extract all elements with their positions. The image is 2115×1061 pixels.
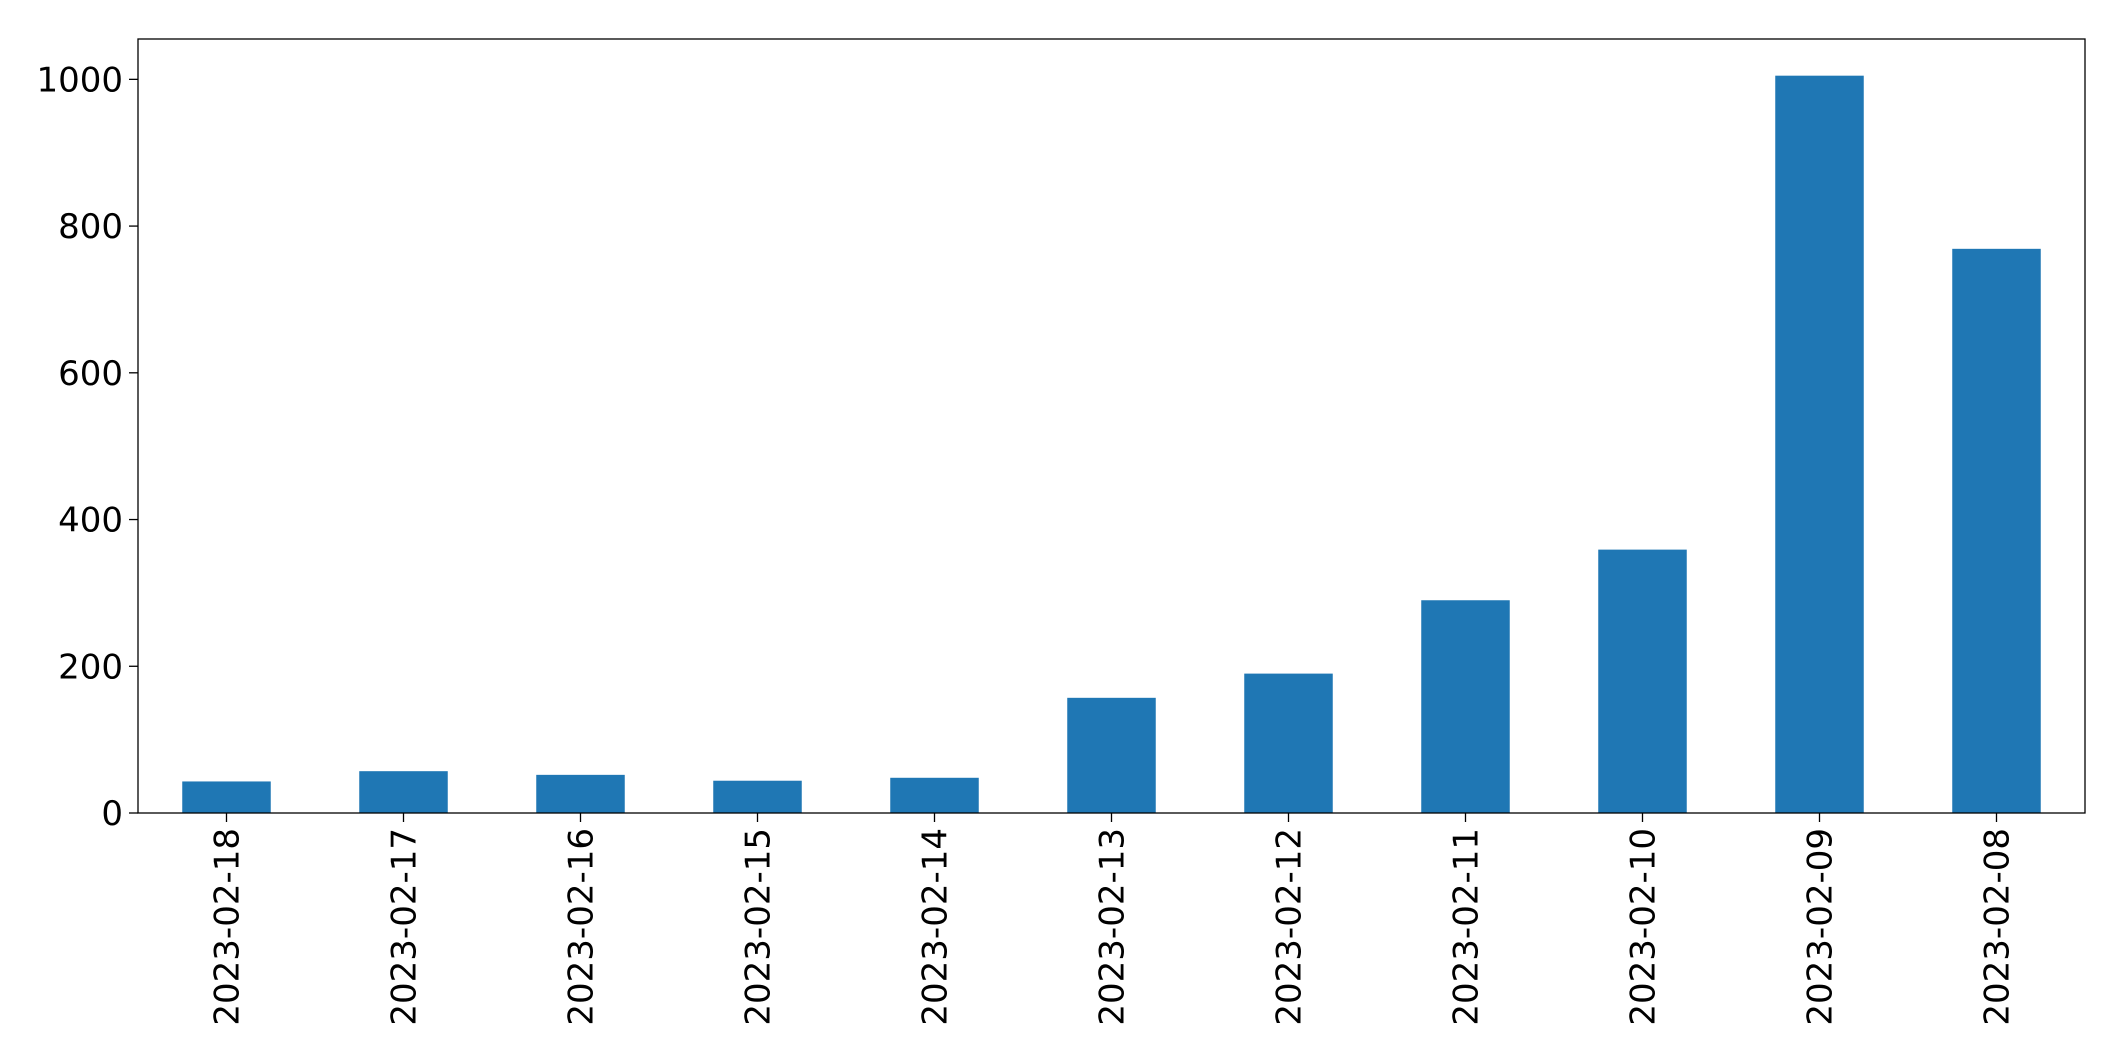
plot-frame [137, 38, 2086, 814]
bar [890, 777, 979, 813]
x-tick-label: 2023-02-11 [1447, 828, 1487, 1026]
bar [1421, 600, 1510, 813]
y-tick-label: 200 [58, 647, 123, 687]
x-tick-label: 2023-02-10 [1624, 828, 1664, 1026]
y-tick-label: 0 [101, 794, 123, 834]
x-tick-label: 2023-02-16 [562, 828, 602, 1026]
x-tick-label: 2023-02-09 [1801, 828, 1841, 1026]
x-tick-label: 2023-02-13 [1093, 828, 1133, 1026]
y-tick-label: 800 [58, 207, 123, 247]
bar [359, 771, 448, 813]
y-tick-label: 600 [58, 354, 123, 394]
x-tick-label: 2023-02-18 [208, 828, 248, 1026]
y-tick-label: 1000 [36, 60, 123, 100]
x-tick-label: 2023-02-12 [1270, 828, 1310, 1026]
bar [1067, 697, 1156, 813]
bar [536, 774, 625, 813]
bar [182, 781, 271, 813]
bar [1244, 673, 1333, 813]
x-tick-label: 2023-02-15 [739, 828, 779, 1026]
x-tick-label: 2023-02-17 [385, 828, 425, 1026]
bar [1952, 248, 2041, 813]
x-tick-label: 2023-02-08 [1978, 828, 2018, 1026]
y-tick-label: 400 [58, 501, 123, 541]
bar [713, 780, 802, 813]
bar [1775, 75, 1864, 813]
bar [1598, 549, 1687, 813]
x-tick-label: 2023-02-14 [916, 828, 956, 1026]
